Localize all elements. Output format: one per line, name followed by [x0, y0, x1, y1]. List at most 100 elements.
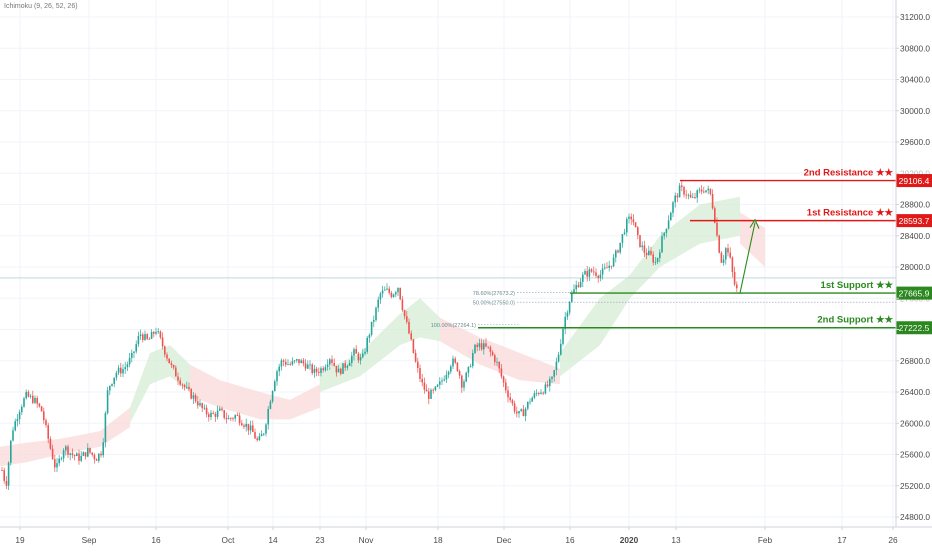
candle-down	[720, 251, 723, 264]
candle-up	[445, 370, 448, 384]
cloud-bear	[740, 212, 765, 267]
candle-up	[313, 365, 316, 378]
x-tick-label: Oct	[222, 535, 236, 545]
level-support-3: 1st Support ★★ 27665.9	[570, 280, 932, 300]
y-tick-label: 30400.0	[900, 75, 930, 85]
candle-up	[370, 321, 373, 337]
candle-down	[47, 422, 49, 444]
candle-up	[452, 355, 454, 370]
candle-down	[146, 333, 148, 341]
candle-down	[403, 309, 406, 320]
candle-up	[377, 296, 379, 313]
candle-down	[194, 393, 197, 404]
candle-up	[210, 409, 212, 420]
candle-up	[601, 263, 604, 280]
candle-up	[293, 359, 296, 364]
candle-up	[560, 339, 562, 356]
candle-up	[342, 363, 344, 375]
candle-down	[432, 388, 434, 394]
candle-down	[311, 362, 313, 376]
candle-down	[419, 364, 421, 383]
candle-up	[216, 405, 219, 420]
candle-up	[56, 458, 58, 473]
candle-up	[351, 351, 353, 367]
candle-down	[89, 447, 91, 455]
candle-down	[225, 412, 228, 424]
candle-down	[100, 451, 102, 458]
candle-up	[674, 192, 676, 208]
candle-up	[467, 366, 470, 378]
candle-up	[725, 247, 727, 265]
candle-up	[641, 241, 643, 251]
candle-up	[139, 329, 142, 340]
candle-up	[157, 328, 159, 334]
candle-down	[232, 416, 234, 422]
level-support-4: 2nd Support ★★ 27222.5	[478, 315, 932, 335]
candle-down	[390, 290, 393, 299]
candle-down	[408, 318, 410, 335]
candle-down	[542, 391, 544, 396]
projection-arrow	[734, 218, 760, 294]
candle-down	[166, 352, 168, 362]
candle-up	[60, 456, 63, 461]
candle-up	[527, 401, 529, 411]
y-tick-label: 26000.0	[900, 418, 930, 428]
candle-up	[12, 426, 14, 442]
candle-up	[155, 327, 157, 336]
candle-down	[78, 449, 80, 465]
candle-down	[637, 225, 639, 240]
candle-up	[474, 343, 476, 355]
candle-up	[722, 254, 725, 266]
candle-down	[733, 266, 736, 287]
candle-up	[584, 268, 586, 275]
candle-down	[421, 373, 423, 387]
candle-up	[397, 287, 399, 297]
candle-up	[296, 358, 298, 363]
x-tick-label: Nov	[359, 535, 375, 545]
x-tick-label: 13	[671, 535, 681, 545]
candle-down	[318, 367, 320, 377]
candle-up	[615, 249, 617, 263]
candle-down	[731, 256, 734, 278]
candle-up	[271, 390, 274, 404]
candle-up	[436, 384, 439, 388]
candle-up	[544, 382, 547, 395]
candle-up	[263, 432, 265, 436]
candle-up	[656, 257, 659, 265]
candle-up	[337, 365, 340, 373]
candle-up	[535, 389, 538, 397]
y-tick-label: 29600.0	[900, 137, 930, 147]
candle-down	[355, 345, 357, 354]
candle-down	[252, 420, 254, 433]
candle-down	[197, 396, 199, 409]
candle-up	[557, 351, 560, 363]
candle-down	[718, 234, 720, 254]
candle-down	[645, 248, 648, 260]
candle-down	[181, 383, 184, 390]
candle-up	[135, 340, 137, 354]
level-value-tag	[896, 174, 932, 188]
candle-up	[648, 245, 650, 256]
cloud-bear	[0, 407, 130, 467]
candle-up	[87, 443, 89, 458]
candle-up	[518, 410, 520, 418]
y-tick-label: 24800.0	[900, 512, 930, 522]
fib-level-1: 78.60%(27673.2)	[473, 291, 572, 297]
y-tick-label: 26800.0	[900, 356, 930, 366]
candle-up	[106, 386, 109, 415]
candle-down	[458, 369, 461, 379]
candle-down	[650, 246, 652, 256]
candle-up	[568, 301, 571, 316]
candle-down	[412, 338, 415, 354]
candle-up	[450, 364, 452, 375]
candle-down	[689, 190, 692, 198]
indicator-legend: Ichimoku (9, 26, 52, 26)	[4, 3, 78, 10]
candle-up	[309, 360, 311, 370]
candle-down	[5, 476, 8, 489]
candle-up	[465, 371, 467, 383]
candle-down	[410, 330, 412, 341]
candle-down	[522, 404, 525, 417]
candle-up	[21, 404, 23, 416]
candle-down	[676, 192, 679, 203]
candle-down	[27, 390, 30, 398]
